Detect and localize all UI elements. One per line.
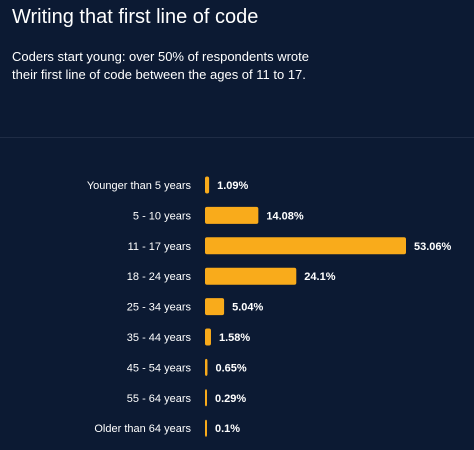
category-label: 5 - 10 years — [133, 210, 192, 222]
value-label: 1.09% — [217, 180, 248, 192]
category-label: 55 - 64 years — [127, 393, 192, 405]
bar — [205, 176, 210, 194]
value-label: 24.1% — [304, 271, 335, 283]
category-label: 18 - 24 years — [127, 271, 192, 283]
value-label: 0.29% — [215, 393, 246, 405]
bar — [205, 358, 208, 376]
value-label: 14.08% — [266, 210, 304, 222]
category-label: 45 - 54 years — [127, 362, 192, 374]
category-label: 25 - 34 years — [127, 302, 192, 314]
bar — [205, 419, 207, 437]
value-label: 0.1% — [215, 423, 240, 435]
bar — [205, 267, 297, 285]
bar — [205, 328, 211, 346]
page-title: Writing that first line of code — [12, 6, 259, 28]
bar — [205, 237, 406, 255]
category-label: Younger than 5 years — [87, 180, 192, 192]
category-label: 35 - 44 years — [127, 332, 192, 344]
value-label: 1.58% — [219, 332, 250, 344]
value-label: 53.06% — [414, 241, 452, 253]
page-subtitle: Coders start young: over 50% of responde… — [12, 49, 309, 82]
bar — [205, 298, 225, 316]
category-label: Older than 64 years — [94, 423, 191, 435]
value-label: 0.65% — [215, 362, 246, 374]
value-label: 5.04% — [232, 302, 263, 314]
category-label: 11 - 17 years — [128, 241, 192, 253]
bar — [205, 206, 259, 224]
divider — [0, 137, 474, 138]
bar — [205, 389, 207, 407]
